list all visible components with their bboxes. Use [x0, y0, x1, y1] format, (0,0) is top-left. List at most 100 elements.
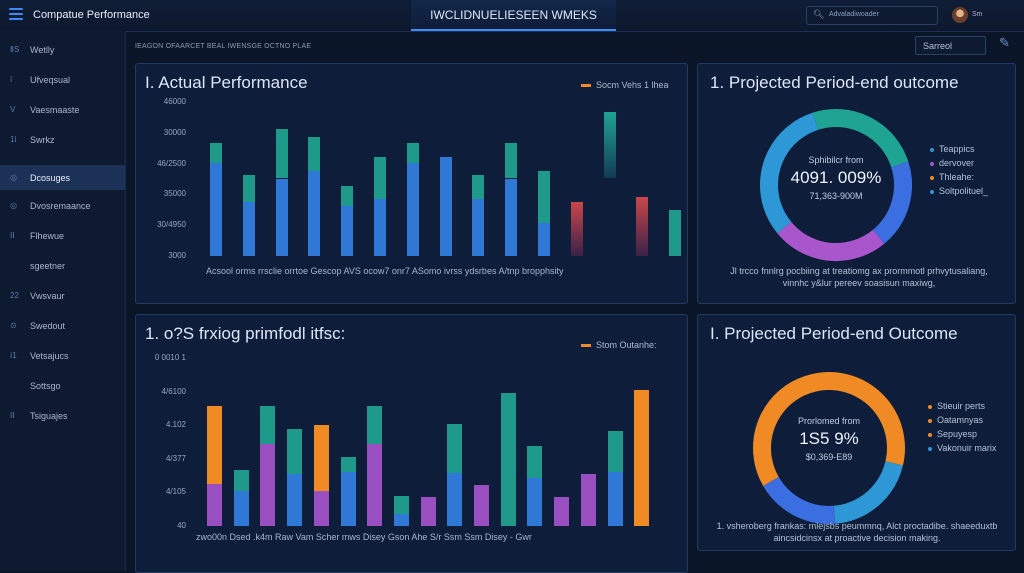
- search-icon: 🔍︎: [813, 9, 825, 19]
- bar-segment: [420, 497, 436, 526]
- search-button[interactable]: Sarreol: [915, 36, 986, 55]
- y-tick-label: 0 0010 1: [154, 353, 186, 362]
- bar-segment: [242, 201, 255, 256]
- donut-value: 4091. 009%: [790, 168, 882, 187]
- legend-swatch: [581, 344, 591, 348]
- legend-label: Socm Vehs 1 lhea: [596, 80, 669, 90]
- bar-segment: [472, 198, 485, 256]
- donut-range: 71,363-900M: [809, 191, 863, 201]
- page-tab[interactable]: IWCLIDNUELIESEEN WMEKS: [411, 0, 616, 31]
- legend-label: Stieuir perts: [937, 401, 986, 411]
- sidebar-item-label: Sottsgo: [30, 381, 61, 391]
- sidebar-item[interactable]: Sottsgo: [0, 373, 125, 398]
- bar-segment: [367, 406, 383, 445]
- bar-segment: [313, 425, 329, 491]
- sidebar-item[interactable]: ⊙ Swedout: [0, 313, 125, 338]
- legend-label: dervover: [939, 158, 975, 168]
- bar-segment: [580, 474, 596, 526]
- donut-center: Sphibilcr from 4091. 009% 71,363-900M: [786, 155, 886, 201]
- sidebar-item[interactable]: ◎ Dcosuges: [0, 165, 125, 190]
- sidebar-item[interactable]: sgeetner: [0, 253, 125, 278]
- y-tick-label: 40: [177, 521, 186, 530]
- legend-label: Teappics: [939, 144, 975, 154]
- donut-slice: [753, 371, 905, 524]
- legend-item: Sepuyesp: [928, 429, 977, 439]
- search-input[interactable]: 🔍︎ Advaladiwoader: [806, 6, 938, 25]
- donut-slice: [760, 109, 912, 261]
- avatar[interactable]: [952, 7, 968, 23]
- sidebar: ⅡS Wetlly ⅰ Ufveqsual V Vaesmaaste 1ⅰ Swrkz ◎ Dco…: [0, 31, 126, 571]
- sidebar-item[interactable]: 22 Vwsvaur: [0, 283, 125, 308]
- sidebar-item-label: Swedout: [30, 321, 66, 331]
- bar-segment: [527, 478, 543, 526]
- bar-segment: [260, 444, 276, 526]
- bar-segment: [275, 178, 288, 256]
- bar-segment: [210, 163, 222, 256]
- bar-segment: [340, 456, 356, 472]
- donut-slice: [760, 109, 912, 261]
- bar-segment: [500, 392, 516, 526]
- bar: [570, 201, 583, 256]
- donut-slice: [753, 371, 905, 524]
- panel-title: 1. Projected Period-end outcome: [710, 73, 959, 92]
- bar-segment: [341, 186, 354, 207]
- sidebar-item-label: Wetlly: [30, 45, 55, 55]
- sidebar-item[interactable]: ⅠⅠ Flhewue: [0, 223, 125, 248]
- legend-label: Vakonuir marix: [937, 443, 997, 453]
- sidebar-item[interactable]: ⅠⅠ Tsiguajes: [0, 403, 125, 428]
- bar-segment: [233, 470, 249, 491]
- panel-title: I. Actual Performance: [145, 73, 308, 92]
- bar-segment: [406, 142, 419, 163]
- bar-segment: [538, 170, 550, 224]
- sidebar-item[interactable]: ⅰ1 Vetsajucs: [0, 343, 125, 368]
- panel-title: 1. o?S frxiog primfodl itfsc:: [145, 324, 346, 343]
- projection-chart-panel: 1. o?S frxiog primfodl itfsc: Stom Outan…: [135, 314, 688, 573]
- chart-legend: Socm Vehs 1 lhea: [581, 80, 669, 90]
- bar-segment: [447, 424, 463, 473]
- y-tick-label: 4/6100: [161, 386, 186, 396]
- chart-legend: Stom Outanhe:: [581, 340, 657, 350]
- bar-segment: [340, 471, 356, 526]
- sidebar-item-label: Ufveqsual: [30, 75, 71, 85]
- legend-swatch: [581, 84, 591, 88]
- sidebar-item[interactable]: ⅰ Ufveqsual: [0, 67, 125, 92]
- bar-segment: [233, 490, 249, 526]
- projected-outcome-panel: 1. Projected Period-end outcome Sphibilc…: [697, 63, 1016, 304]
- sidebar-item-icon: ⅠⅠ: [10, 231, 15, 240]
- donut-caption: Sphibilcr from: [808, 155, 864, 165]
- sidebar-item-icon: 22: [10, 291, 19, 300]
- legend-dot: [928, 446, 932, 451]
- sidebar-item-label: Vetsajucs: [30, 351, 69, 361]
- edit-icon[interactable]: ✎: [999, 35, 1010, 50]
- legend-label: Soltpolituel_: [939, 186, 989, 196]
- donut-caption: Prorlomed from: [797, 416, 860, 426]
- x-axis-labels: Acsool orms rrsclie orrtoe Gescop AVS oc…: [206, 266, 564, 276]
- menu-icon[interactable]: [9, 8, 23, 20]
- donut-chart: [760, 109, 912, 261]
- donut-center: Prorlomed from 1S5 9% $0,369-E89: [779, 416, 879, 462]
- legend-label: Oatamnyas: [937, 415, 984, 425]
- y-tick-label: 4.102: [165, 420, 186, 430]
- panel-title: I. Projected Period-end Outcome: [710, 324, 958, 343]
- legend-item: dervover: [930, 158, 974, 168]
- sidebar-item[interactable]: V Vaesmaaste: [0, 97, 125, 122]
- search-placeholder: Advaladiwoader: [829, 11, 879, 18]
- user-name: Sm: [972, 11, 983, 18]
- legend-dot: [930, 161, 934, 166]
- sidebar-item-icon: ⊙: [10, 321, 17, 330]
- donut-chart: [753, 371, 905, 524]
- sidebar-item[interactable]: ◎ Dvosremaance: [0, 193, 125, 218]
- sidebar-item-label: Vwsvaur: [30, 291, 65, 301]
- bar-segment: [554, 497, 570, 526]
- donut-slice: [760, 109, 912, 261]
- projected-outcome-panel-2: I. Projected Period-end Outcome Prorlome…: [697, 314, 1016, 551]
- bar-segment: [527, 445, 543, 479]
- sidebar-item-label: Swrkz: [30, 135, 55, 145]
- y-tick-label: 30/4950: [157, 220, 186, 230]
- bar-segment: [367, 444, 383, 526]
- search-button-label: Sarreol: [923, 41, 953, 51]
- sidebar-item[interactable]: 1ⅰ Swrkz: [0, 127, 125, 152]
- legend-item: Stieuir perts: [928, 401, 985, 411]
- y-tick-label: 4/377: [165, 453, 186, 463]
- sidebar-item[interactable]: ⅡS Wetlly: [0, 37, 125, 62]
